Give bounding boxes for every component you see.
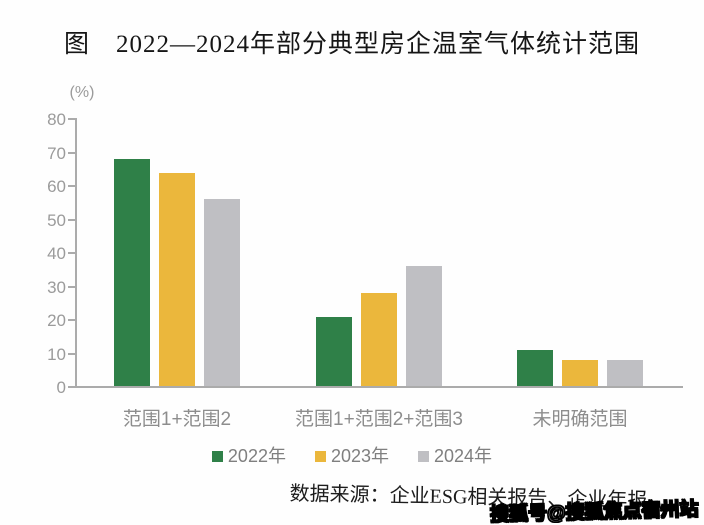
legend-swatch-icon [418,450,430,462]
bar-2024年-范围1+范围2+范围3 [406,266,442,387]
y-axis-tick-label: 40 [47,244,66,263]
y-axis-tick [68,151,75,154]
bar-2023年-范围1+范围2+范围3 [361,293,397,387]
y-axis-tick [68,252,75,254]
legend-label: 2023年 [330,446,390,466]
bar-2024年-范围1+范围2 [204,199,240,387]
y-axis-tick [68,218,75,221]
y-axis-tick-label: 20 [47,311,66,330]
plot-area: (%) 0 10 20 30 40 50 60 70 80 范围1+范围2 范围1+范围2+范围3… [47,84,683,430]
y-axis-tick [68,285,75,288]
y-axis-tick-label: 10 [47,344,66,364]
bar-2022年-未明确范围 [517,350,553,387]
y-axis-tick-label: 60 [47,177,66,196]
category-label: 未明确范围 [532,409,628,430]
bar-2022年-范围1+范围2 [114,159,150,387]
y-axis-unit-label: (%) [69,84,95,101]
legend-label: 2024年 [434,446,493,466]
x-axis-line [75,386,683,388]
legend-item-2023年: 2023年 [314,446,390,466]
y-axis-tick-label: 0 [56,378,66,397]
y-axis-tick [68,185,75,187]
legend-swatch-icon [314,450,326,462]
chart-title: 图 2022—2024年部分典型房企温室气体统计范围 [63,31,640,58]
bar-2023年-范围1+范围2 [159,172,195,387]
y-axis-tick [68,118,75,120]
y-axis-tick-label: 50 [47,210,66,230]
bar-2024年-未明确范围 [607,360,643,387]
y-axis-line [75,118,77,388]
legend-item-2022年: 2022年 [211,446,286,466]
legend-swatch-icon [211,450,223,462]
category-label: 范围1+范围2+范围3 [295,409,463,430]
legend-label: 2022年 [227,446,286,466]
legend-item-2024年: 2024年 [418,447,492,465]
bar-2023年-未明确范围 [562,360,598,387]
y-axis-tick-label: 30 [47,277,66,297]
y-axis-tick-label: 80 [47,110,66,129]
legend: 2022年 2023年 2024年 [0,447,704,465]
y-axis-tick [68,352,75,355]
category-label: 范围1+范围2 [122,409,232,430]
y-axis-tick [68,386,75,388]
y-axis-tick [68,319,75,321]
bar-2022年-范围1+范围2+范围3 [316,316,352,387]
watermark: 搜狐号@搜狐焦点宿州站 [490,499,700,525]
y-axis-tick-label: 70 [47,143,66,163]
